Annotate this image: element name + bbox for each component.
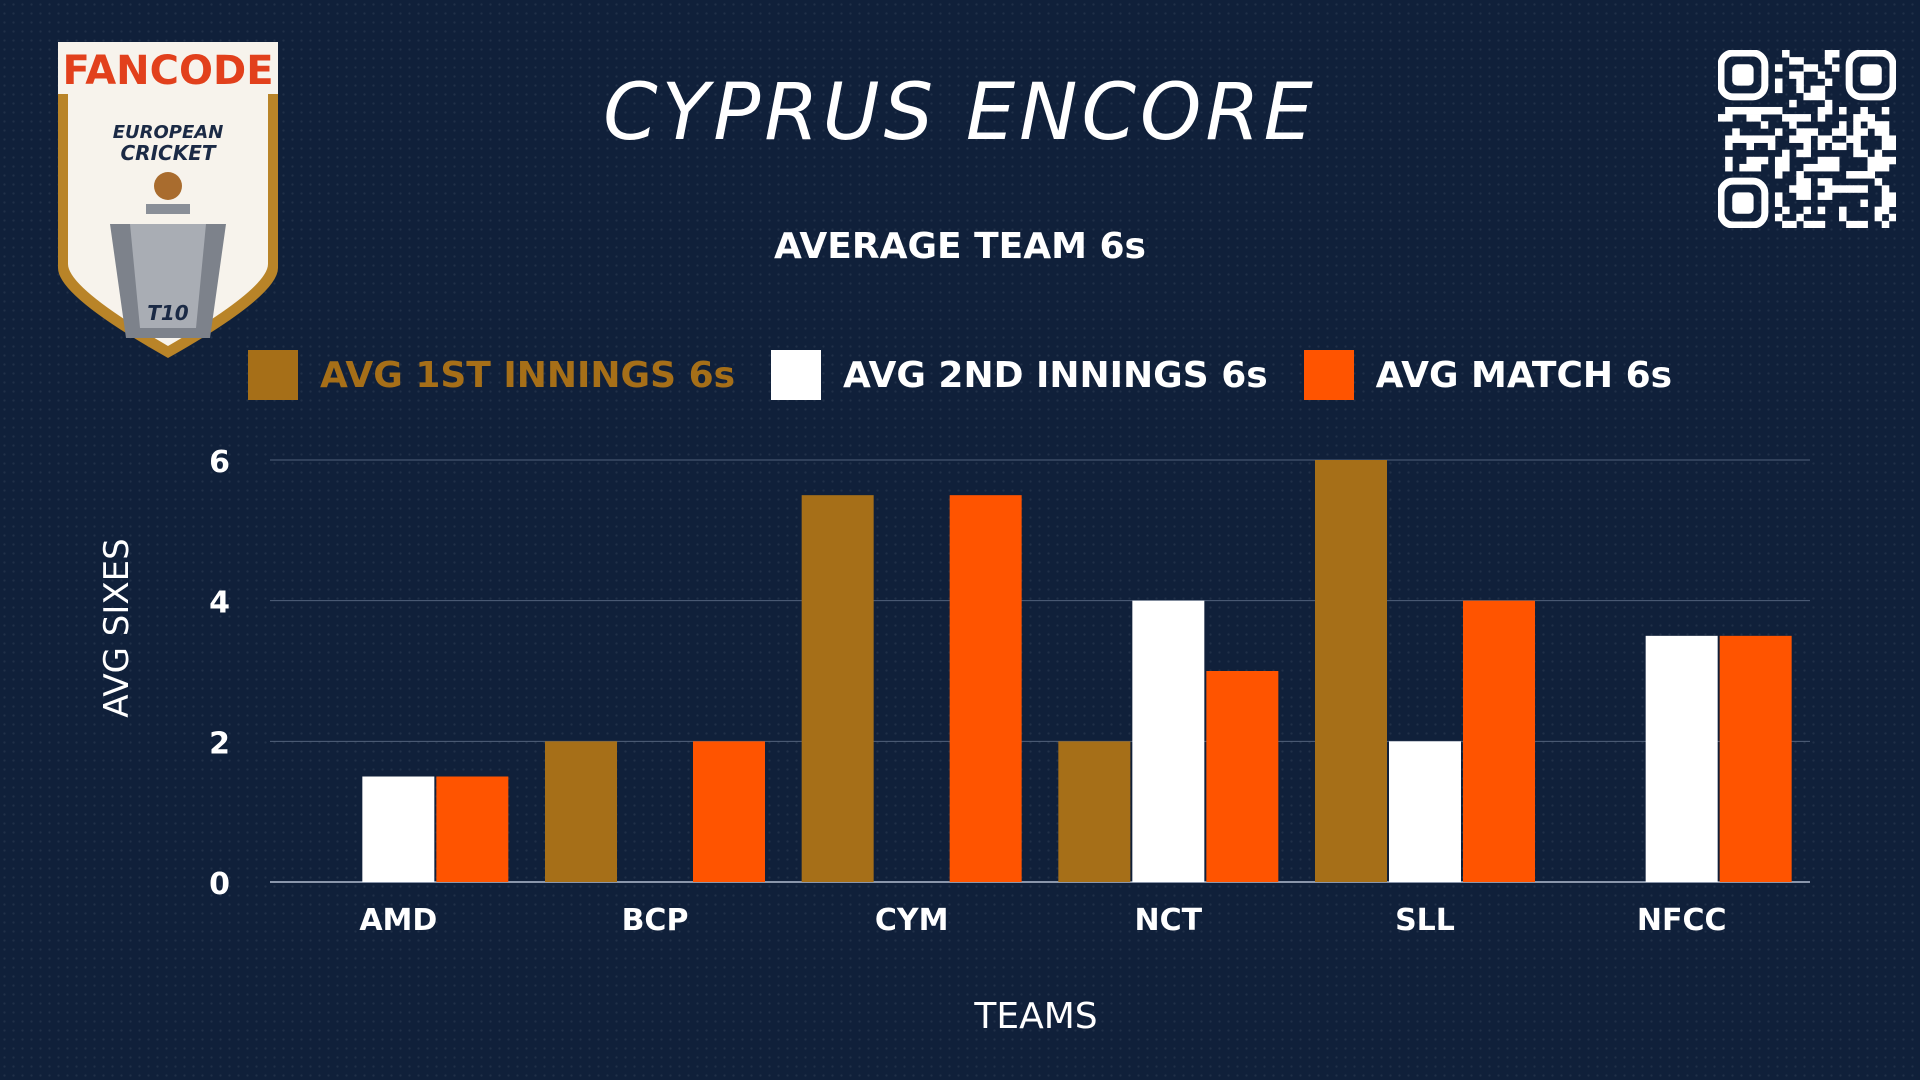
x-tick-label: NFCC	[1637, 903, 1727, 938]
bar	[1389, 741, 1461, 882]
bar	[1315, 460, 1387, 882]
legend-label-second-innings: AVG 2ND INNINGS 6s	[843, 354, 1268, 396]
logo-line2: CRICKET	[121, 141, 217, 165]
legend-item-match: AVG MATCH 6s	[1303, 350, 1673, 400]
page-title: CYPRUS ENCORE	[603, 68, 1317, 158]
chart-title: AVERAGE TEAM 6s	[774, 226, 1146, 267]
y-tick-label: 6	[209, 445, 230, 480]
x-tick-label: CYM	[875, 903, 949, 938]
x-tick-label: AMD	[359, 903, 437, 938]
y-axis-title: AVG SIXES	[97, 538, 137, 717]
qr-code-icon	[1718, 50, 1896, 228]
legend-swatch-second-innings	[771, 350, 822, 400]
fancode-european-cricket-logo: FANCODE EUROPEAN CRICKET T10	[58, 42, 278, 358]
bar	[1645, 635, 1718, 882]
x-axis-title: TEAMS	[973, 996, 1097, 1037]
bar	[1719, 635, 1792, 882]
legend-label-first-innings: AVG 1ST INNINGS 6s	[319, 354, 736, 396]
y-tick-label: 0	[209, 867, 230, 902]
bar	[1463, 600, 1535, 882]
y-tick-label: 4	[209, 586, 230, 621]
x-tick-label: SLL	[1395, 903, 1455, 938]
bar	[436, 776, 509, 882]
legend-item-second-innings: AVG 2ND INNINGS 6s	[771, 350, 1268, 400]
x-tick-label: NCT	[1135, 903, 1203, 938]
logo-line1: EUROPEAN	[113, 122, 224, 143]
bar	[362, 776, 435, 882]
logo-badge: T10	[147, 301, 189, 325]
x-tick-label: BCP	[622, 903, 689, 938]
bar	[1132, 600, 1205, 882]
y-tick-label: 2	[209, 726, 230, 761]
legend-swatch-first-innings	[247, 350, 298, 400]
bar	[545, 741, 617, 882]
legend-label-match: AVG MATCH 6s	[1375, 354, 1673, 396]
bar	[693, 741, 765, 882]
chart-legend: AVG 1ST INNINGS 6s AVG 2ND INNINGS 6s AV…	[0, 350, 1920, 400]
bar	[1058, 741, 1131, 882]
logo-brand: FANCODE	[62, 48, 273, 94]
bar	[801, 495, 874, 882]
bar	[949, 495, 1022, 882]
bar	[1206, 671, 1279, 882]
legend-item-first-innings: AVG 1ST INNINGS 6s	[247, 350, 736, 400]
legend-swatch-match	[1303, 350, 1354, 400]
